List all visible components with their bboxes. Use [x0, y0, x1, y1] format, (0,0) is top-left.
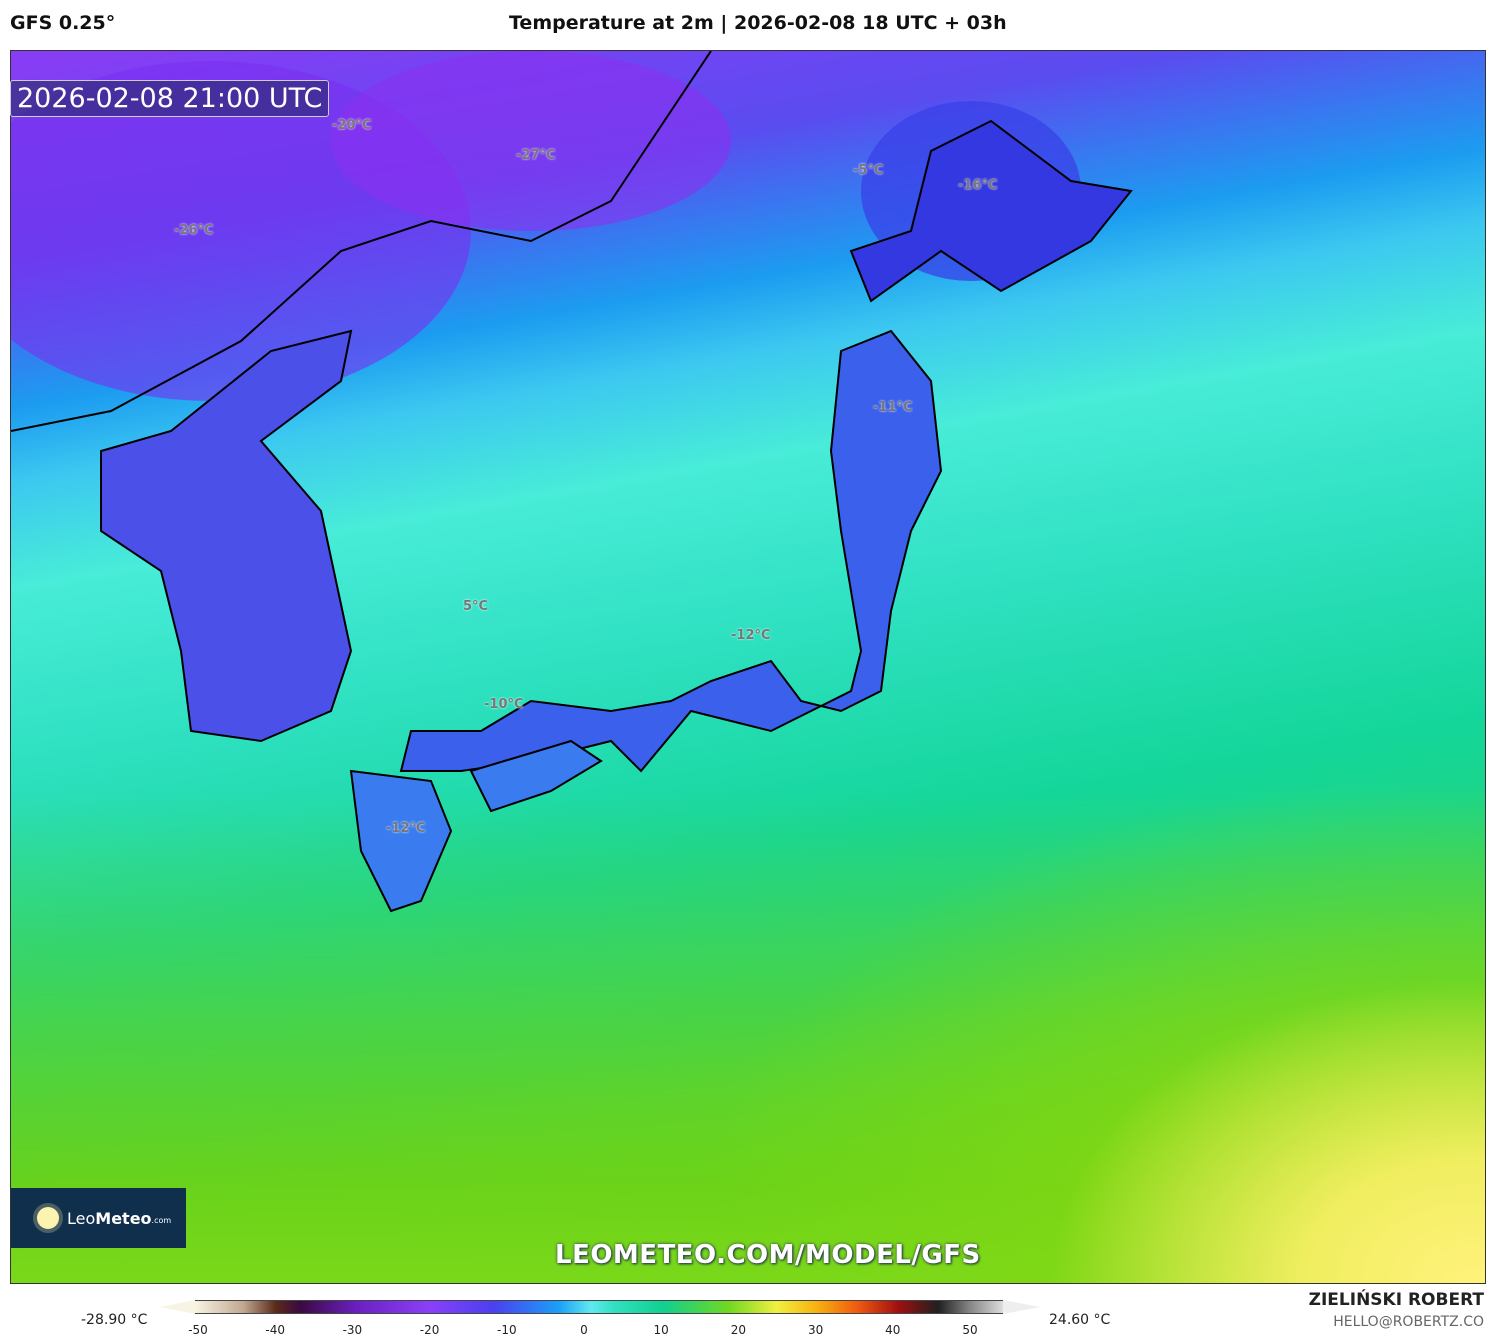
korea-landmass [100, 329, 353, 743]
temp-label: -5°C [853, 163, 884, 178]
logo-text: Meteo [95, 1208, 152, 1228]
colorbar-tick: 40 [885, 1323, 901, 1337]
colorbar-tick: 50 [962, 1323, 978, 1337]
colorbar-tick: 30 [807, 1323, 824, 1337]
legend-max: 24.60 °C [1049, 1312, 1111, 1328]
colorbar-tick: -40 [265, 1323, 285, 1337]
temp-label: -12°C [731, 628, 771, 643]
shikoku-landmass [469, 739, 603, 813]
temp-label: -12°C [386, 821, 426, 836]
kyushu-landmass [349, 769, 453, 913]
temp-label: -10°C [484, 697, 524, 712]
temp-label: -11°C [873, 400, 913, 415]
watermark-url: LEOMETEO.COM/MODEL/GFS [555, 1240, 981, 1270]
map-title: Temperature at 2m | 2026-02-08 18 UTC + … [509, 12, 1007, 34]
colorbar-tick: -50 [188, 1323, 208, 1337]
legend-min: -28.90 °C [81, 1312, 148, 1328]
temperature-map[interactable]: -20°C -27°C -26°C -5°C -16°C -11°C 5°C -… [10, 50, 1486, 1284]
colorbar-tick: 20 [730, 1323, 747, 1337]
hokkaido-landmass [849, 119, 1133, 303]
temp-label: -27°C [516, 148, 556, 163]
sun-icon [37, 1207, 59, 1229]
honshu-landmass [399, 329, 943, 773]
map-overlay [11, 51, 1133, 913]
author-email[interactable]: HELLO@ROBERTZ.CO [1333, 1314, 1484, 1330]
colorbar-tick: -10 [496, 1323, 517, 1337]
colorbar-tick: 0 [580, 1323, 588, 1337]
logo-text: .com [151, 1216, 172, 1225]
temp-label: 5°C [463, 599, 489, 614]
temp-label: -20°C [332, 118, 372, 133]
colorbar-tick: -30 [342, 1323, 363, 1337]
author-name: ZIELIŃSKI ROBERT [1308, 1290, 1484, 1310]
colorbar-low-arrow [160, 1300, 195, 1314]
temp-label: -16°C [958, 178, 998, 193]
logo-text: Leo [67, 1208, 96, 1228]
valid-time-stamp: 2026-02-08 21:00 UTC [10, 80, 330, 117]
cold-area [331, 51, 731, 231]
temp-label: -26°C [174, 223, 214, 238]
mainland-coastline [11, 51, 712, 432]
colorbar-tick: -20 [419, 1323, 440, 1337]
model-name: GFS 0.25° [10, 12, 116, 34]
leometeo-logo[interactable]: Leo Meteo .com [11, 1188, 186, 1248]
colorbar-tick: 10 [653, 1323, 669, 1337]
colorbar-high-arrow [1003, 1300, 1040, 1314]
colorbar [195, 1300, 1003, 1314]
